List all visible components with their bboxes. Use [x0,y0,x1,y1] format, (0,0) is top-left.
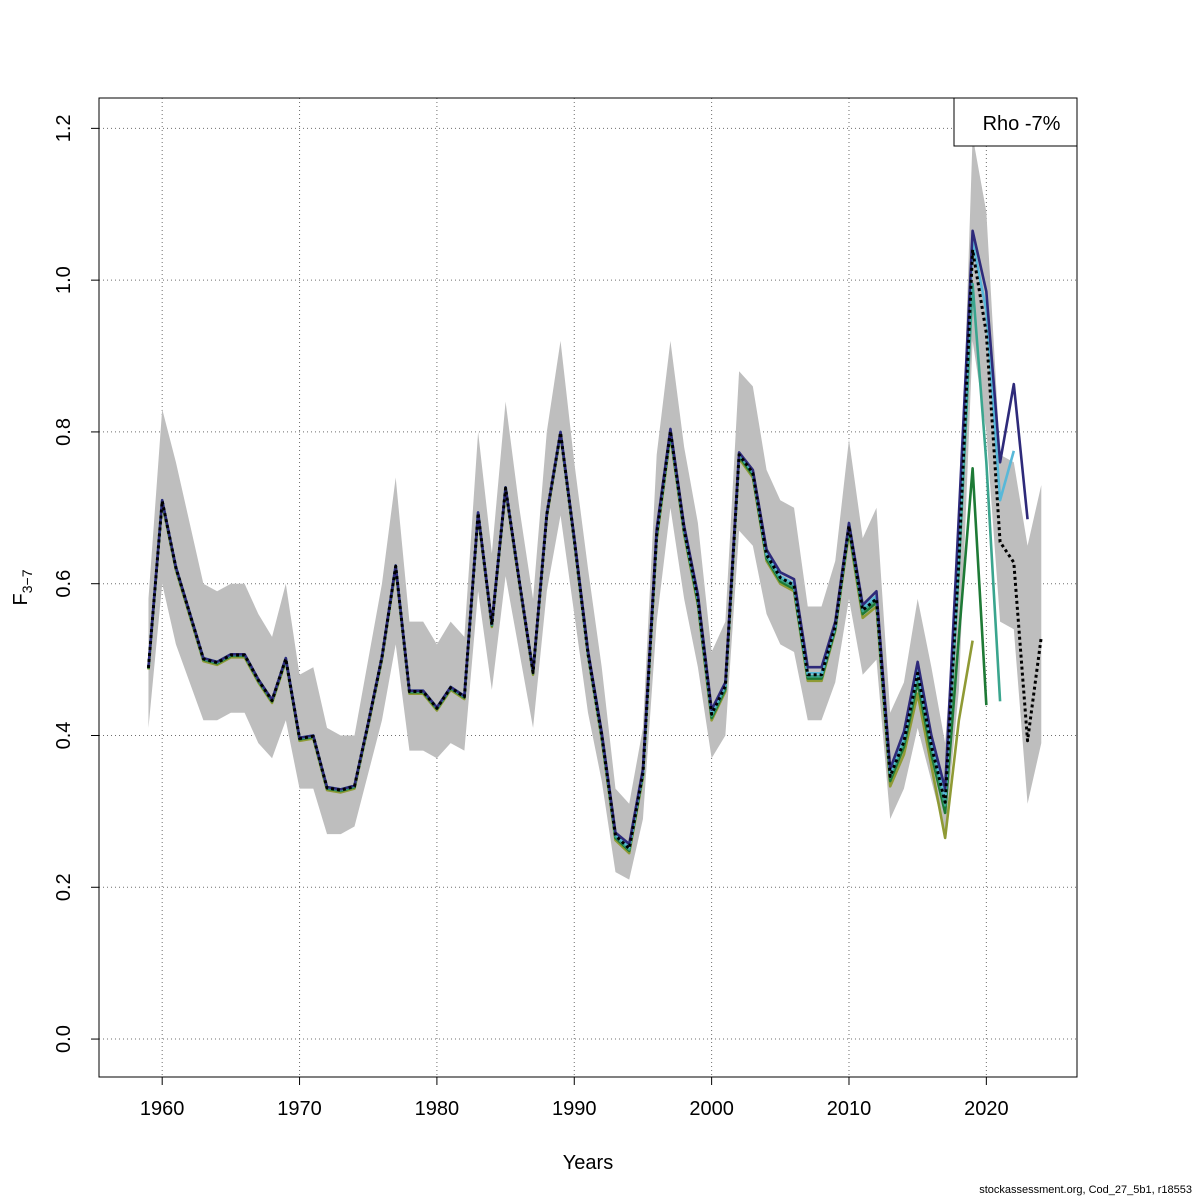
x-tick-label: 1970 [277,1098,322,1120]
y-tick-label: 1.2 [53,114,75,142]
x-axis-title: Years [563,1152,613,1174]
y-tick-label: 0.8 [53,418,75,446]
series-lines [146,229,1043,855]
y-axis: 0.0 0.2 0.4 0.6 0.8 1.0 1.2 [53,114,100,1053]
footer-source-text: stockassessment.org, Cod_27_5b1, r18553 [979,1184,1192,1196]
x-tick-label: 2000 [689,1098,734,1120]
y-tick-label: 0.2 [53,873,75,901]
x-tick-label: 1990 [552,1098,597,1120]
x-axis: 1960 1970 1980 1990 2000 2010 2020 [140,1076,1009,1120]
legend-box [953,97,1078,147]
y-axis-title: F3−7 [10,569,35,605]
y-tick-label: 1.0 [53,266,75,294]
legend: Rho -7% [953,97,1078,147]
x-tick-label: 1980 [415,1098,460,1120]
y-tick-label: 0.0 [53,1025,75,1053]
y-tick-label: 0.4 [53,722,75,750]
y-axis-title-sub: 3−7 [19,569,35,593]
x-tick-label: 2010 [827,1098,872,1120]
confidence-band [148,135,1042,880]
series-line-peel-5 [147,229,1029,846]
y-tick-label: 0.6 [53,570,75,598]
y-axis-title-main: F [10,593,32,605]
x-tick-label: 2020 [964,1098,1009,1120]
legend-rho-text: Rho -7% [983,113,1061,135]
x-tick-label: 1960 [140,1098,185,1120]
